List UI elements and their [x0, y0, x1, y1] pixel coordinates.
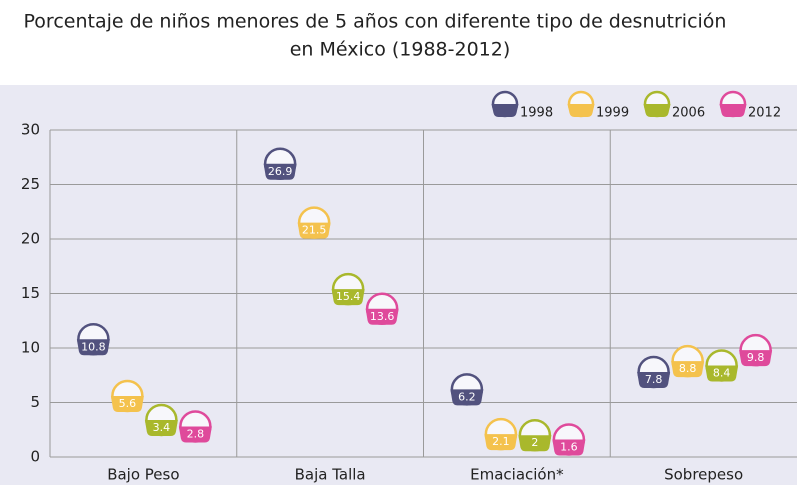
y-tick-label: 0	[30, 448, 40, 466]
x-tick-label: Sobrepeso	[664, 466, 743, 484]
marker-fill	[719, 104, 747, 117]
data-label: 3.4	[153, 421, 171, 434]
data-marker: 2	[518, 418, 552, 452]
chart-title: en México (1988-2012)	[290, 39, 511, 61]
data-marker: 7.8	[637, 355, 671, 389]
marker-fill	[450, 389, 484, 406]
x-tick-label: Baja Talla	[295, 466, 366, 484]
data-marker: 5.6	[110, 379, 144, 413]
marker-fill	[671, 361, 705, 378]
marker-fill	[110, 395, 144, 412]
data-marker: 2.8	[178, 410, 212, 443]
data-marker: 9.8	[739, 333, 773, 367]
marker-fill	[739, 350, 773, 367]
marker-fill	[637, 371, 671, 388]
data-label: 7.8	[645, 373, 663, 386]
marker-fill	[484, 434, 518, 451]
data-label: 8.4	[713, 366, 731, 379]
legend-item: 1998	[491, 90, 553, 121]
data-label: 5.6	[119, 397, 137, 410]
data-marker: 1.6	[552, 423, 586, 456]
marker-fill	[518, 435, 552, 452]
data-marker: 3.4	[144, 403, 178, 437]
marker-fill	[144, 419, 178, 436]
marker-fill	[263, 163, 297, 180]
y-tick-label: 20	[21, 230, 40, 248]
y-tick-label: 30	[21, 121, 40, 139]
data-label: 6.2	[458, 390, 476, 403]
marker-fill	[76, 339, 110, 356]
data-marker: 8.8	[671, 344, 705, 378]
y-tick-label: 25	[21, 175, 40, 193]
marker-fill	[643, 104, 671, 117]
data-label: 13.6	[370, 310, 395, 323]
legend-label: 1999	[596, 106, 629, 121]
y-tick-label: 10	[21, 339, 40, 357]
legend-label: 2012	[748, 106, 781, 121]
data-label: 15.4	[336, 290, 361, 303]
chart-title: Porcentaje de niños menores de 5 años co…	[24, 11, 727, 33]
marker-fill	[178, 426, 212, 443]
data-label: 26.9	[268, 165, 293, 178]
data-label: 10.8	[81, 340, 106, 353]
data-label: 8.8	[679, 362, 697, 375]
data-label: 9.8	[747, 351, 765, 364]
x-tick-label: Emaciación*	[470, 466, 564, 484]
marker-fill	[297, 222, 331, 239]
data-marker: 10.8	[76, 323, 110, 356]
legend-item: 1999	[567, 90, 629, 121]
data-label: 21.5	[302, 224, 327, 237]
data-marker: 8.4	[705, 349, 739, 382]
data-marker: 2.1	[484, 417, 518, 451]
marker-fill	[705, 365, 739, 382]
legend-label: 2006	[672, 106, 705, 121]
legend-label: 1998	[520, 106, 553, 121]
data-label: 2	[531, 436, 538, 449]
y-tick-label: 5	[30, 393, 40, 411]
marker-fill	[491, 104, 519, 117]
data-label: 2.8	[187, 427, 205, 440]
y-tick-label: 15	[21, 284, 40, 302]
marker-fill	[567, 104, 595, 117]
data-marker: 13.6	[365, 292, 399, 326]
marker-fill	[331, 289, 365, 306]
data-label: 2.1	[492, 435, 510, 448]
data-marker: 15.4	[331, 272, 365, 306]
marker-fill	[552, 439, 586, 456]
data-marker: 21.5	[297, 206, 331, 239]
chart-background	[0, 85, 797, 485]
x-tick-label: Bajo Peso	[107, 466, 179, 484]
data-marker: 26.9	[263, 147, 297, 181]
legend-item: 2012	[719, 90, 781, 121]
data-label: 1.6	[560, 441, 578, 454]
marker-fill	[365, 308, 399, 325]
data-marker: 6.2	[450, 373, 484, 406]
legend-item: 2006	[643, 90, 705, 121]
